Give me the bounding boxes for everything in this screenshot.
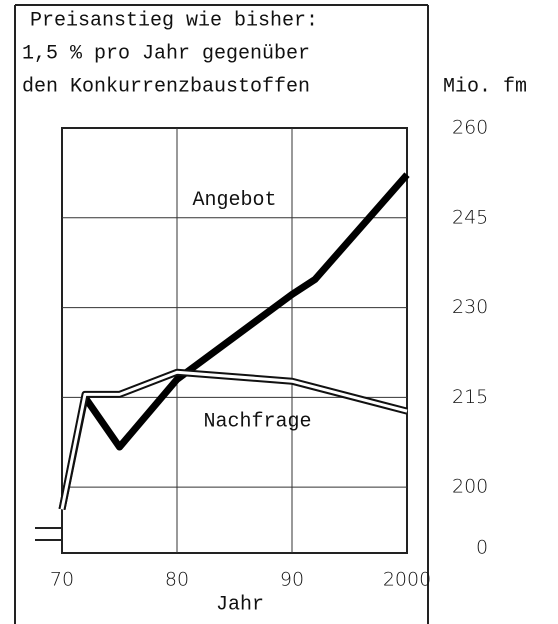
y-axis-label: Mio. fm [443,75,527,98]
y-tick-label: 260 [452,117,488,139]
y-tick-label: 200 [452,476,488,498]
y-tick-label: 245 [452,206,488,228]
y-tick-label: 230 [452,296,488,318]
annotation: Angebot [192,189,276,212]
title-line: 1,5 % pro Jahr gegenüber [22,42,310,65]
series-line [60,370,408,510]
x-tick-label: 2000 [383,569,431,591]
annotation: Nachfrage [203,411,311,434]
title-line: den Konkurrenzbaustoffen [22,75,310,98]
x-tick-label: 80 [165,569,189,591]
plot-area [61,127,408,554]
title-line: Preisanstieg wie bisher: [30,9,318,32]
x-tick-label: 70 [50,569,74,591]
x-tick-label: 90 [280,569,304,591]
y-tick-label: 215 [452,386,488,408]
x-axis-label: Jahr [216,593,264,616]
series-line [58,172,410,511]
y-tick-label: 0 [476,537,488,559]
